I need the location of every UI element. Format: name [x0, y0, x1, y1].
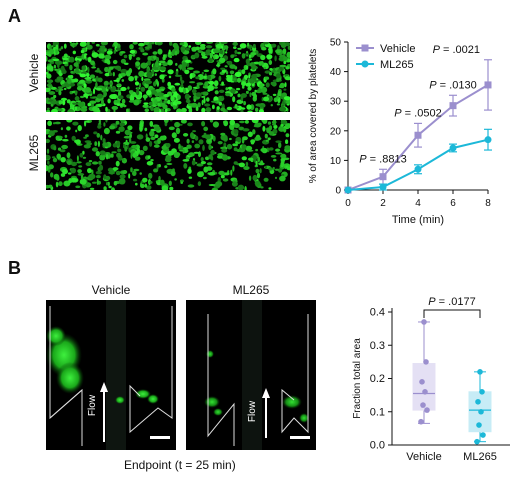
ml265-image-title: ML265: [232, 283, 270, 297]
legend-marker: [361, 60, 369, 68]
data-point: [479, 389, 485, 395]
y-tick-label: 0.3: [370, 340, 385, 352]
data-point: [476, 422, 482, 428]
x-tick-label: 0: [345, 198, 351, 209]
data-point: [484, 81, 492, 89]
y-tick-label: 0.2: [370, 373, 385, 385]
vehicle-microscopy-image: [46, 42, 290, 112]
ml265-microscopy-image: [46, 120, 290, 190]
y-tick-label: 30: [330, 97, 342, 108]
p-value-annotation: P = .0130: [429, 79, 476, 91]
box-plot: 0.0 0.1 0.2 0.3 0.4 Fraction total area Vehicl…: [352, 296, 510, 463]
data-point: [379, 173, 387, 181]
y-tick-label: 10: [330, 156, 342, 167]
line-chart: 0 10 20 30 40 50 0 2 4 6 8 Time (min) % of area cove…: [308, 38, 492, 226]
significance-bracket: [423, 309, 481, 318]
endpoint-caption: Endpoint (t = 25 min): [124, 458, 236, 472]
legend-marker: [361, 44, 369, 52]
flow-label: Flow: [247, 400, 259, 423]
ml265-channel-image: Flow: [186, 300, 316, 450]
vehicle-row-label: Vehicle: [27, 53, 41, 93]
data-point: [379, 183, 387, 191]
data-point: [419, 379, 425, 385]
data-point: [480, 432, 486, 438]
y-tick-label: 40: [330, 67, 342, 78]
y-tick-label: 50: [330, 38, 342, 49]
data-point: [484, 136, 492, 144]
data-point: [420, 402, 426, 408]
vehicle-image-title: Vehicle: [91, 283, 131, 297]
data-point: [418, 418, 424, 425]
x-axis-label: Time (min): [392, 214, 444, 226]
data-point: [422, 389, 428, 395]
legend-label: ML265: [380, 59, 414, 71]
x-tick-label: 6: [450, 198, 456, 209]
data-point: [475, 398, 481, 405]
y-tick-label: 0.1: [370, 406, 385, 418]
x-tick-label: 2: [380, 198, 386, 209]
data-point: [423, 359, 429, 365]
data-point: [344, 186, 352, 194]
data-point: [478, 408, 484, 415]
y-axis-label: % of area covered by platelets: [308, 49, 319, 184]
y-axis-label: Fraction total area: [352, 338, 363, 419]
flow-label: Flow: [87, 394, 99, 417]
data-point: [474, 438, 480, 445]
panel-a-label: A: [8, 6, 21, 26]
p-value-annotation: P = .8813: [359, 153, 406, 165]
category-label: ML265: [463, 451, 497, 463]
y-tick-label: 0.4: [370, 307, 385, 319]
x-tick-label: 8: [485, 198, 491, 209]
data-point: [449, 144, 457, 152]
data-point: [449, 102, 457, 110]
p-value-annotation: P = .0021: [433, 44, 480, 56]
data-point: [424, 407, 430, 413]
data-point: [421, 319, 427, 325]
p-value-annotation: P = .0177: [428, 296, 475, 308]
ml265-row-label: ML265: [27, 134, 41, 172]
legend-label: Vehicle: [380, 43, 415, 55]
x-tick-label: 4: [415, 198, 421, 209]
panel-b-label: B: [8, 258, 21, 278]
data-point: [414, 131, 422, 139]
p-value-annotation: P = .0502: [394, 107, 441, 119]
y-tick-label: 20: [330, 126, 342, 137]
y-tick-label: 0.0: [370, 440, 385, 452]
y-tick-label: 0: [335, 186, 341, 197]
data-point: [477, 369, 483, 375]
data-point: [414, 165, 422, 173]
category-label: Vehicle: [406, 451, 441, 463]
vehicle-channel-image: Flow: [46, 300, 176, 450]
